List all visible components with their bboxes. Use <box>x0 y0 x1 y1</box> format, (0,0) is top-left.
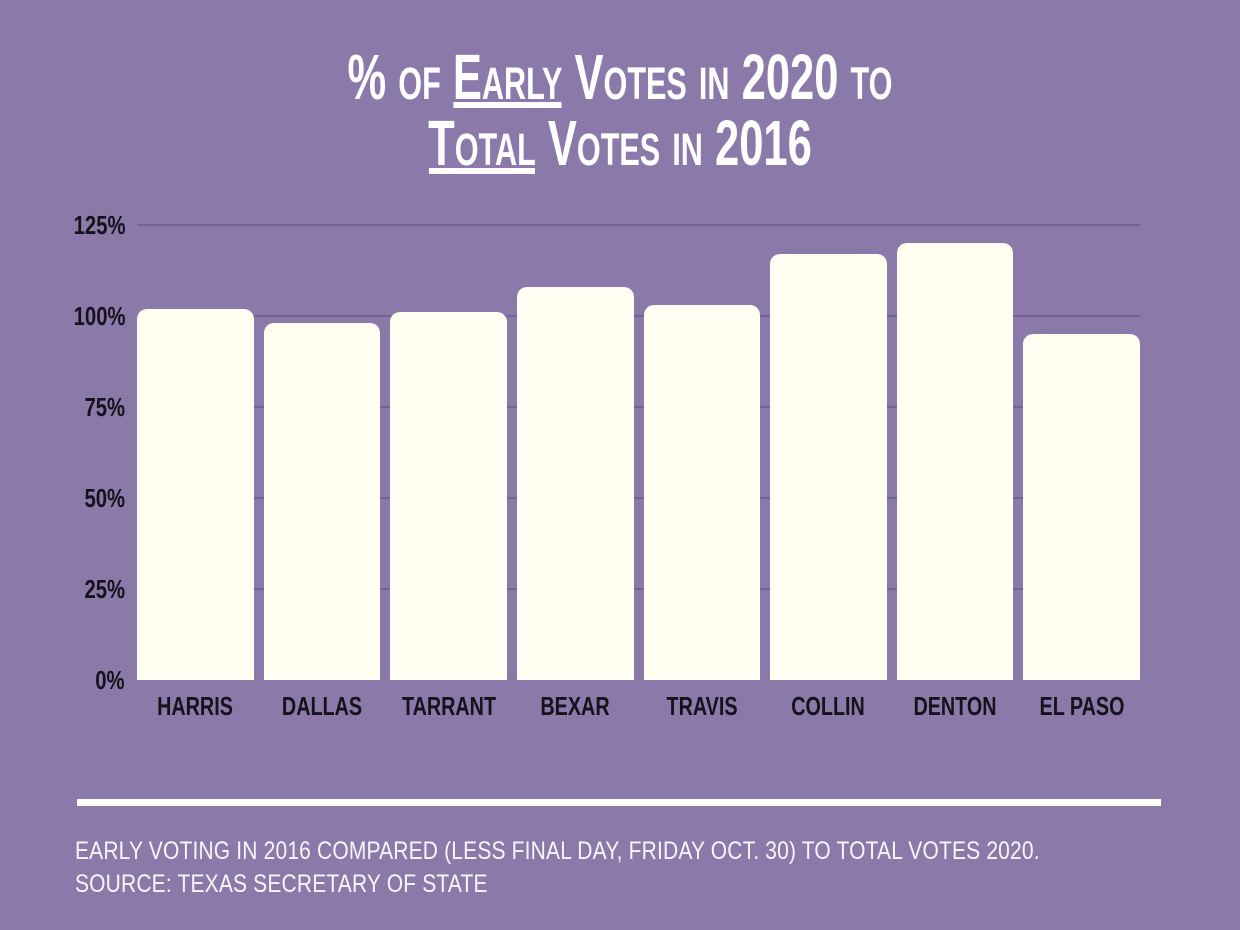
x-label-collin: COLLIN <box>791 691 866 721</box>
bar-tarrant <box>390 312 507 680</box>
gridline-75 <box>137 406 1140 408</box>
bar-bexar <box>516 286 634 680</box>
gridline-25 <box>137 588 1140 590</box>
x-label-bexar: BEXAR <box>540 691 610 721</box>
y-tick-label-0: 0% <box>95 665 125 695</box>
bar-collin <box>770 254 887 680</box>
bar-harris <box>137 308 254 680</box>
title-text: Votes in 2016 <box>535 107 812 179</box>
y-tick-label-50: 50% <box>84 483 125 513</box>
title-underlined-word: Total <box>428 107 536 179</box>
x-label-denton: DENTON <box>913 691 997 721</box>
footer-source: SOURCE: TEXAS SECRETARY OF STATE <box>75 870 488 898</box>
y-tick-label-100: 100% <box>73 301 125 331</box>
chart-title-line-1: % of Early Votes in 2020 to <box>198 44 1041 110</box>
title-text: Votes in 2020 to <box>562 41 893 113</box>
x-label-harris: HARRIS <box>157 691 234 721</box>
x-label-travis: TRAVIS <box>666 691 738 721</box>
x-label-dallas: DALLAS <box>281 691 363 721</box>
bar-el-paso <box>1023 334 1140 680</box>
y-tick-label-75: 75% <box>84 392 125 422</box>
bar-dallas <box>263 323 381 680</box>
gridline-50 <box>137 497 1140 499</box>
bar-travis <box>643 305 761 680</box>
x-axis-labels: HARRIS DALLAS TARRANT BEXAR TRAVIS COLLIN DENT… <box>137 692 1140 722</box>
footer: EARLY VOTING IN 2016 COMPARED (LESS FINA… <box>75 835 1223 901</box>
title-text: % of <box>347 41 453 113</box>
footer-divider <box>77 799 1161 806</box>
y-axis-labels: 125% 100% 75% 50% 25% 0% <box>0 212 125 693</box>
chart-title: % of Early Votes in 2020 to Total Votes … <box>0 44 1240 176</box>
bar-denton <box>896 243 1014 680</box>
gridline-125 <box>137 224 1140 226</box>
footer-note: EARLY VOTING IN 2016 COMPARED (LESS FINA… <box>75 837 1040 865</box>
gridline-100 <box>137 315 1140 317</box>
y-tick-label-25: 25% <box>84 574 125 604</box>
chart-title-line-2: Total Votes in 2016 <box>198 110 1041 176</box>
title-underlined-word: Early <box>452 41 563 113</box>
y-tick-label-125: 125% <box>73 210 125 240</box>
x-label-tarrant: TARRANT <box>401 691 496 721</box>
plot-area <box>137 224 1140 680</box>
x-label-el-paso: EL PASO <box>1039 691 1125 721</box>
